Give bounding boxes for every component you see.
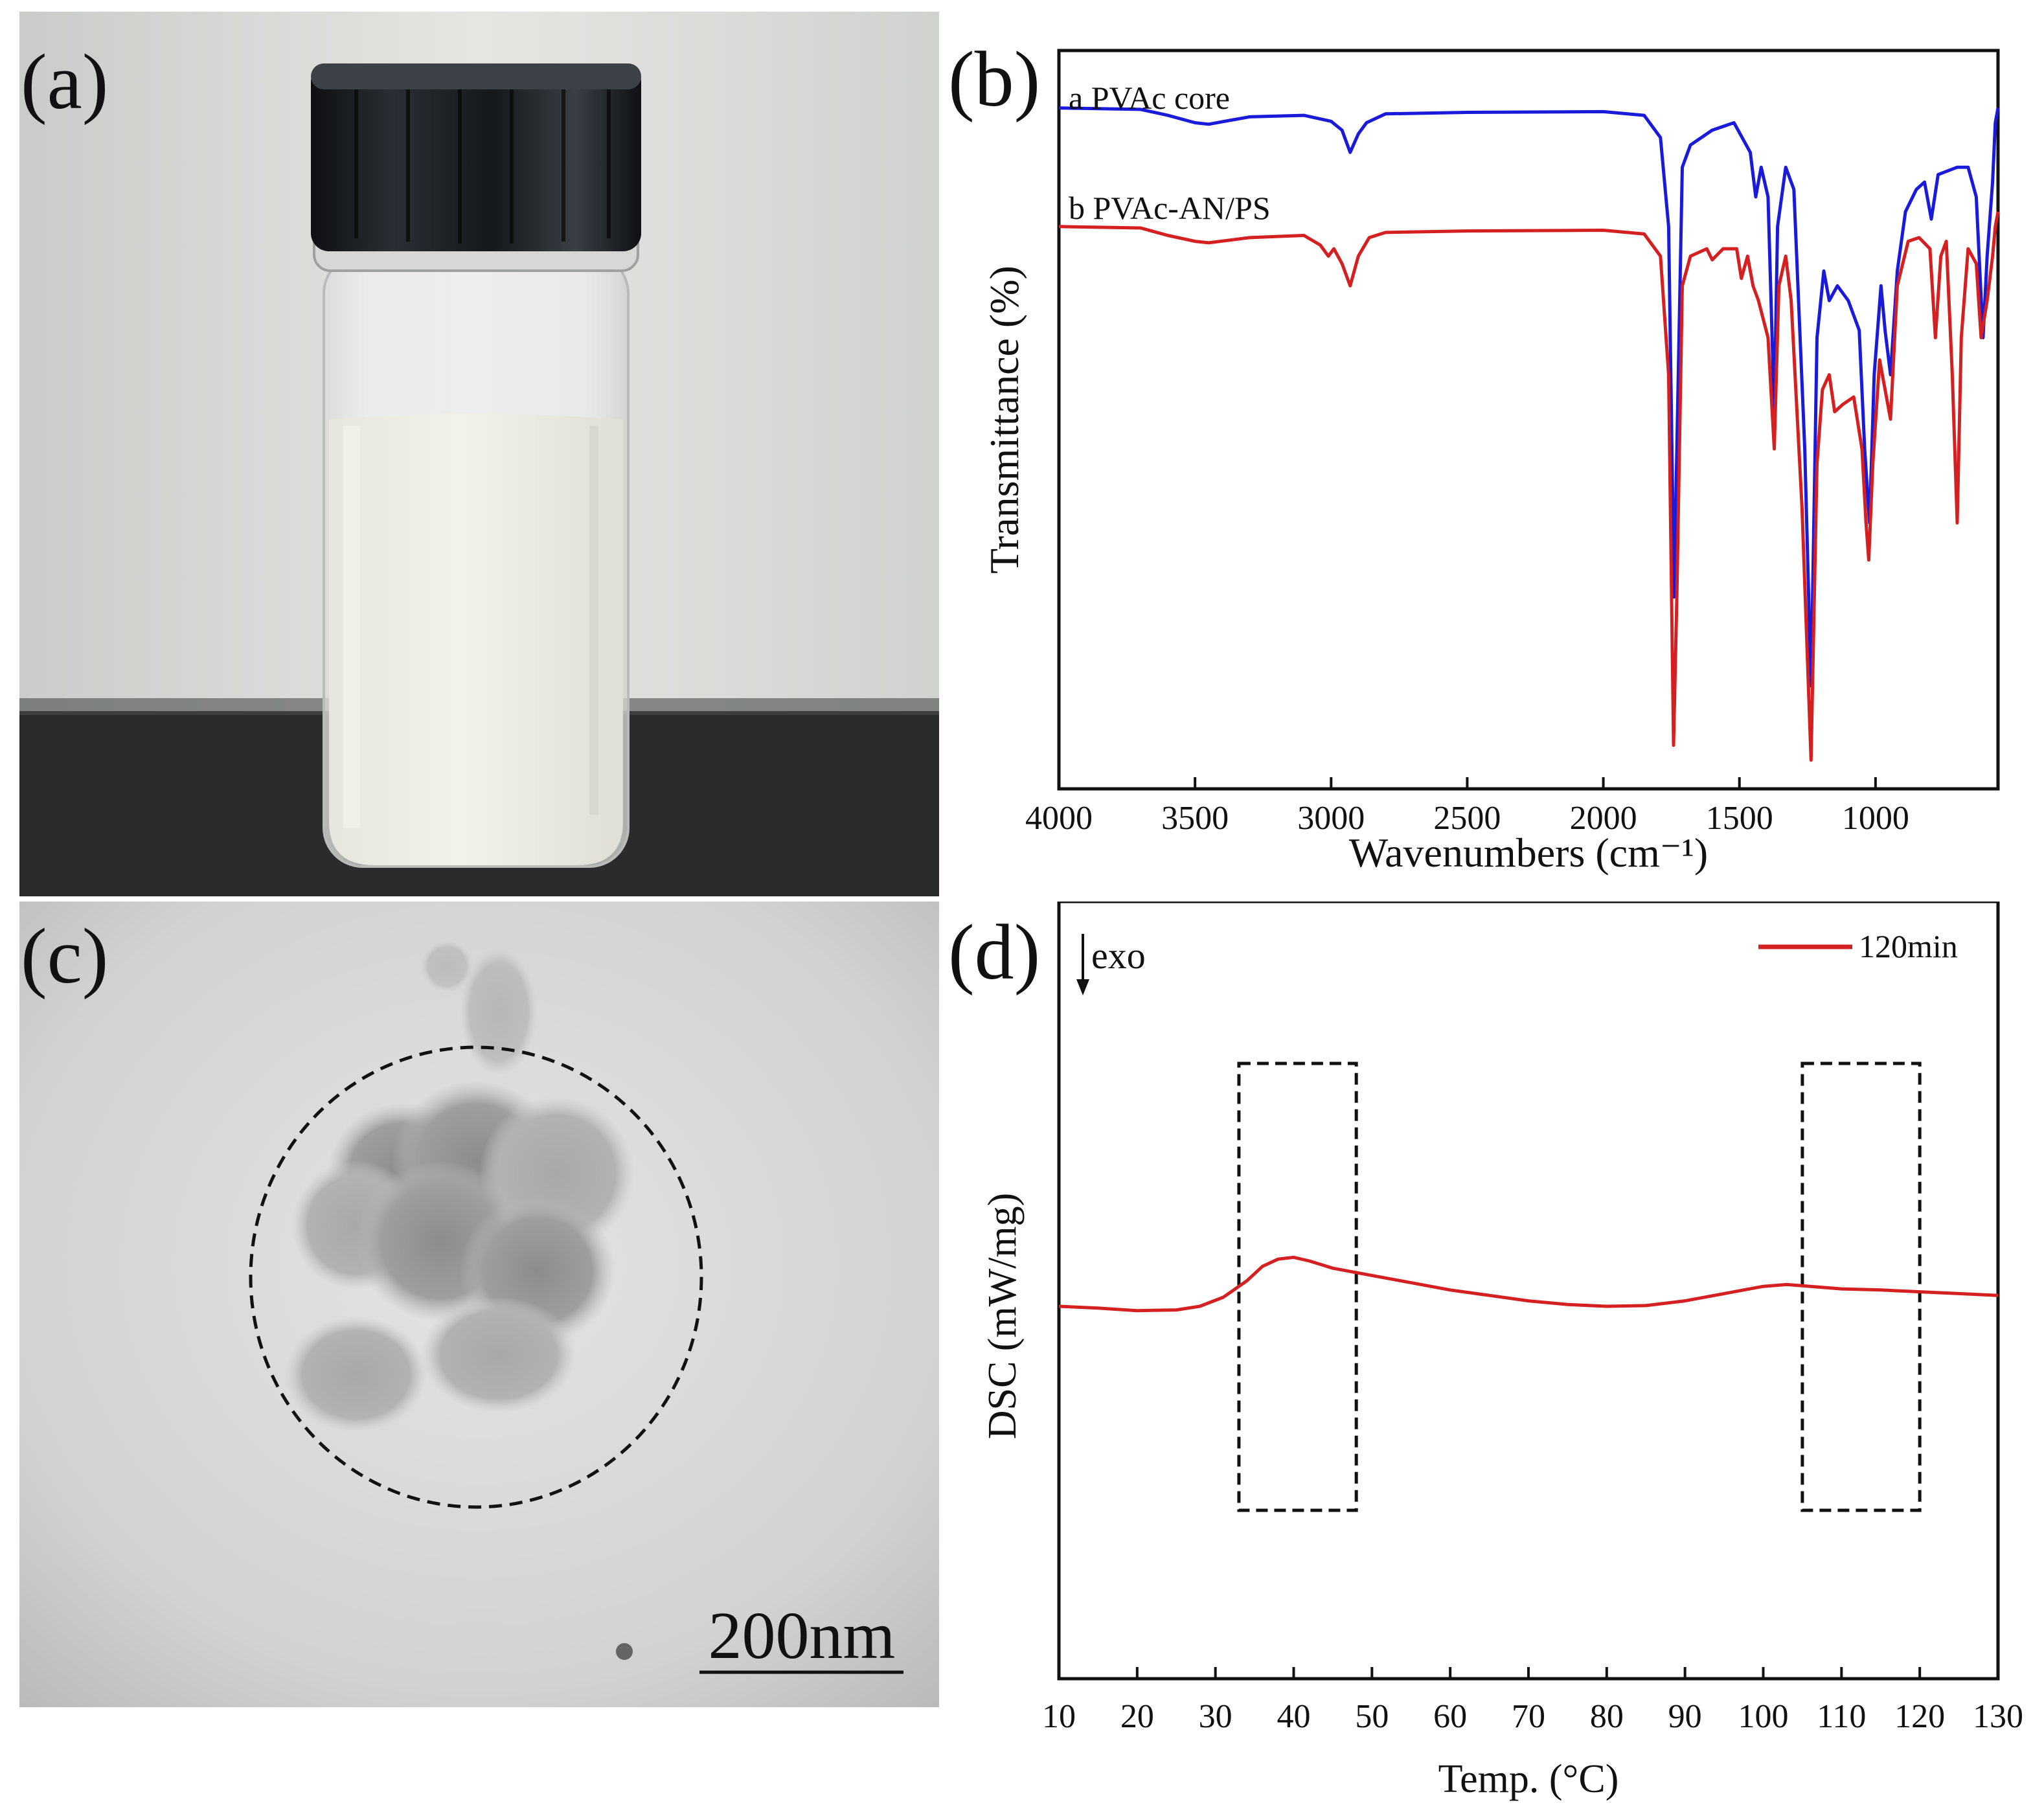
dashed-highlight-box-1 — [1237, 1061, 1358, 1512]
x-tick-label: 20 — [1120, 1698, 1154, 1735]
exo-arrow — [1076, 934, 1089, 995]
x-tick-label: 70 — [1512, 1698, 1545, 1735]
x-tick-label: 50 — [1355, 1698, 1389, 1735]
x-tick-label: 80 — [1590, 1698, 1624, 1735]
vial-photo — [19, 12, 939, 896]
dsc-legend: 120min — [1758, 928, 1958, 964]
panel-b-ftir-chart: (b) 4000 3500 3000 2500 2000 1500 1000 a PVAc … — [946, 12, 2040, 896]
x-tick-label: 2500 — [1433, 800, 1501, 837]
ftir-plot-frame — [1057, 49, 2000, 791]
x-tick-label: 130 — [1973, 1698, 2023, 1735]
x-tick-label: 3500 — [1161, 800, 1229, 837]
panel-c-tem-image: 200nm (c) — [19, 902, 939, 1707]
panel-label-c: (c) — [21, 913, 109, 1000]
series-line-120min — [1058, 1255, 1999, 1313]
dashed-highlight-box-2 — [1800, 1061, 1922, 1512]
panel-label-a: (a) — [21, 38, 109, 126]
x-tick-label: 3000 — [1297, 800, 1365, 837]
dsc-plot: 10 20 30 40 50 60 70 80 90 100 110 120 130 exo 120mi… — [981, 902, 2023, 1801]
panel-label-d: (d) — [948, 909, 1041, 996]
nanoparticle-cluster — [285, 940, 635, 1433]
panel-a-vial-photo: (a) — [19, 12, 939, 896]
y-axis-label: DSC (mW/mg) — [981, 1193, 1025, 1440]
x-tick-label: 1000 — [1842, 800, 1909, 837]
x-tick-label: 60 — [1433, 1698, 1467, 1735]
x-tick-label: 40 — [1277, 1698, 1311, 1735]
x-axis-label: Temp. (°C) — [1438, 1757, 1619, 1801]
x-tick-label: 10 — [1042, 1698, 1076, 1735]
x-tick-label: 110 — [1817, 1698, 1866, 1735]
ftir-plot: 4000 3500 3000 2500 2000 1500 1000 a PVAc core… — [981, 49, 2000, 876]
vial-cap — [311, 63, 641, 251]
highlight-dashed-circle — [249, 1045, 703, 1509]
series-line-pvac-an-ps — [1058, 211, 2000, 762]
scale-bar-label: 200nm — [709, 1598, 896, 1673]
series-line-pvac-core — [1058, 106, 2000, 688]
x-tick-label: 2000 — [1570, 800, 1637, 837]
exo-label: exo — [1091, 935, 1146, 977]
x-tick-label: 4000 — [1025, 800, 1093, 837]
x-axis-label: Wavenumbers (cm⁻¹) — [1349, 830, 1708, 876]
x-tick-label: 1500 — [1706, 800, 1773, 837]
tem-micrograph: 200nm — [19, 902, 939, 1707]
legend-series-a: a PVAc core — [1069, 80, 1230, 116]
x-tick-label: 90 — [1668, 1698, 1702, 1735]
x-tick-label: 30 — [1199, 1698, 1232, 1735]
legend-series-b: b PVAc-AN/PS — [1069, 190, 1271, 226]
x-tick-label: 120 — [1894, 1698, 1945, 1735]
legend-label-120min: 120min — [1859, 928, 1958, 964]
panel-d-dsc-chart: (d) 10 20 30 40 50 60 70 80 90 100 110 120 130 exo 1… — [946, 902, 2040, 1808]
y-axis-label: Transmittance (%) — [981, 266, 1027, 574]
emulsion-liquid — [329, 414, 623, 865]
x-tick-label: 100 — [1738, 1698, 1789, 1735]
panel-label-b: (b) — [948, 36, 1041, 123]
